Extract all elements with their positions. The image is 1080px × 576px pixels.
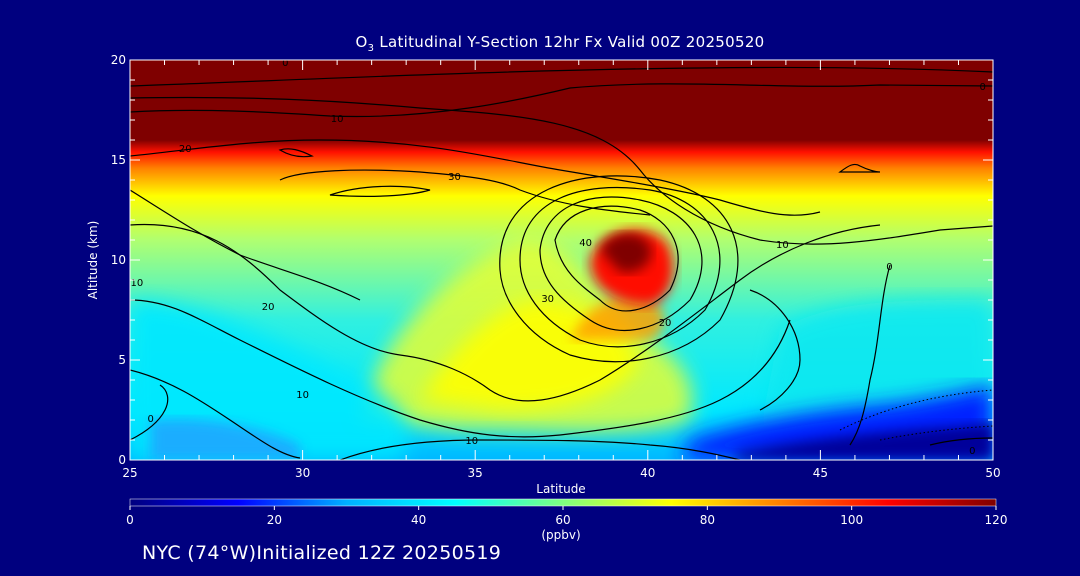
- contour-line: [329, 185, 431, 197]
- contour-line: [519, 186, 721, 348]
- contour-line: [130, 96, 993, 245]
- contour-line-dotted: [879, 425, 993, 441]
- contour-label: 0: [886, 262, 892, 273]
- contour-label: 0: [282, 58, 288, 69]
- x-tick-label: 35: [468, 466, 483, 480]
- colorbar-tick-label: 20: [267, 513, 282, 527]
- colorbar-tick-label: 120: [985, 513, 1008, 527]
- contour-line: [554, 205, 679, 312]
- contour-line: [339, 439, 741, 460]
- contour-line: [849, 264, 891, 446]
- field-darkred-core: [600, 233, 652, 273]
- contour-line: [130, 66, 993, 87]
- contour-label: 40: [579, 238, 592, 249]
- contour-line: [929, 437, 993, 446]
- contour-label: 30: [541, 294, 554, 305]
- contour-line: [749, 289, 801, 411]
- colorbar-tick-label: 40: [411, 513, 426, 527]
- field-navy-lowlevel: [730, 422, 993, 460]
- contour-line-dotted: [839, 389, 993, 431]
- contour-line: [130, 189, 361, 301]
- contour-label: 30: [448, 172, 461, 183]
- x-tick-label: 25: [122, 466, 137, 480]
- y-tick-label: 10: [111, 253, 126, 267]
- contour-label: 20: [262, 302, 275, 313]
- contour-label: 0: [969, 446, 975, 457]
- colorbar: [129, 498, 997, 507]
- colorbar-tick-label: 0: [126, 513, 134, 527]
- chart-title: O3 Latitudinal Y-Section 12hr Fx Valid 0…: [355, 33, 765, 54]
- y-axis-label: Altitude (km): [86, 220, 100, 300]
- contour-label: 0: [979, 82, 985, 93]
- x-tick-label: 50: [985, 466, 1000, 480]
- contour-line: [499, 175, 739, 363]
- field-blue-bottomleft: [150, 418, 300, 460]
- footer-init-text: NYC (74°W)Initialized 12Z 20250519: [142, 542, 502, 564]
- contour-line: [130, 139, 821, 216]
- colorbar-tick-label: 60: [555, 513, 570, 527]
- x-tick-label: 45: [813, 466, 828, 480]
- contour-line: [278, 148, 314, 158]
- contour-line: [130, 369, 301, 459]
- contour-label: 10: [296, 390, 309, 401]
- contour-line: [130, 299, 791, 438]
- contour-line: [838, 163, 881, 173]
- contour-label: 20: [659, 318, 672, 329]
- contour-label: 10: [331, 114, 344, 125]
- contour-line: [279, 169, 651, 216]
- contour-line: [130, 83, 993, 118]
- y-tick-label: 5: [118, 353, 126, 367]
- colorbar-tick-label: 100: [840, 513, 863, 527]
- contour-label: 10: [131, 278, 144, 289]
- contour-line: [130, 223, 881, 402]
- contour-line: [130, 384, 169, 441]
- y-tick-label: 20: [111, 53, 126, 67]
- y-tick-label: 0: [118, 453, 126, 467]
- contour-line: [539, 196, 703, 331]
- colorbar-units: (ppbv): [541, 528, 581, 542]
- y-tick-label: 15: [111, 153, 126, 167]
- colorbar-tick-label: 80: [700, 513, 715, 527]
- contour-label: 10: [465, 436, 478, 447]
- field-orange-bump: [570, 296, 665, 340]
- contour-label: 20: [179, 144, 192, 155]
- x-axis-label: Latitude: [536, 482, 586, 496]
- contour-label: 0: [148, 414, 154, 425]
- contour-label: 10: [776, 240, 789, 251]
- x-tick-label: 30: [295, 466, 310, 480]
- x-tick-label: 40: [640, 466, 655, 480]
